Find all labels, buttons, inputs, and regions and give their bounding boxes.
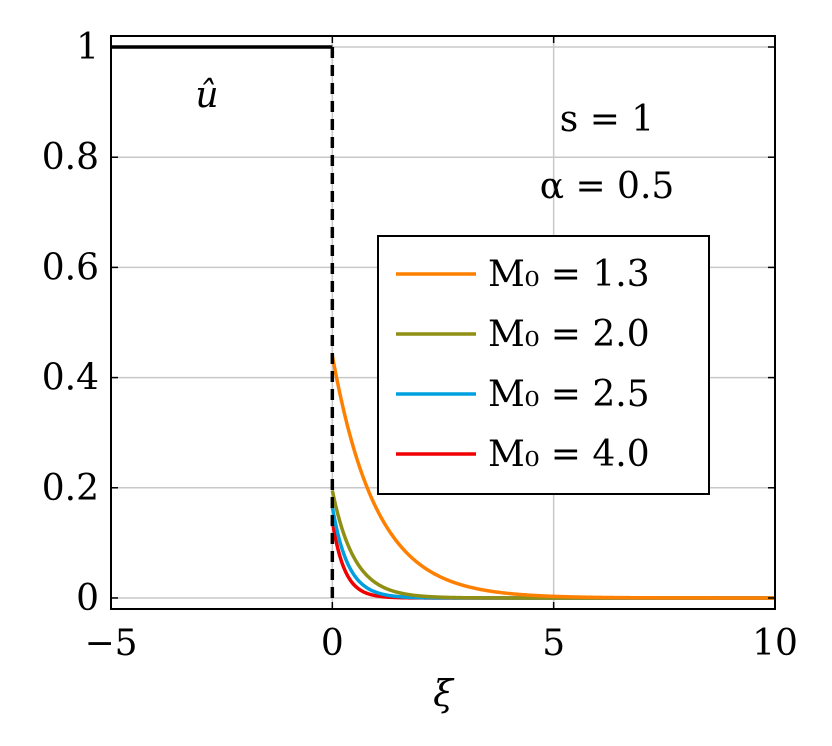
- legend-box: [377, 235, 710, 495]
- y-tick-label: 0: [76, 578, 99, 619]
- x-axis-label: ξ: [433, 674, 455, 715]
- legend-label: M₀ = 1.3: [488, 254, 650, 295]
- y-tick-label: 0.2: [42, 468, 99, 509]
- reference-layer: [111, 45, 335, 598]
- legend: M₀ = 1.3 M₀ = 2.0 M₀ = 2.5 M₀ = 4.0: [377, 235, 710, 495]
- legend-label: M₀ = 2.0: [488, 314, 650, 355]
- y-tick-label: 0.8: [42, 137, 99, 178]
- plot-frame: [110, 35, 776, 610]
- x-tick-label: 5: [542, 623, 565, 664]
- annotation-u-hat: û: [195, 75, 218, 116]
- y-tick-label: 1: [76, 27, 99, 68]
- series-layer: [330, 355, 775, 600]
- y-tick-label: 0.4: [42, 358, 99, 399]
- x-tick-label: −5: [84, 623, 137, 664]
- x-tick-label: 10: [752, 623, 798, 664]
- legend-label: M₀ = 2.5: [488, 374, 650, 415]
- legend-items: M₀ = 1.3 M₀ = 2.0 M₀ = 2.5 M₀ = 4.0: [396, 254, 650, 475]
- ticks: [110, 36, 776, 609]
- x-tick-label: 0: [321, 623, 344, 664]
- legend-label: M₀ = 4.0: [488, 434, 650, 475]
- annotation-alpha: α = 0.5: [540, 166, 675, 207]
- series-line: [330, 355, 775, 600]
- annotation-s: s = 1: [560, 99, 654, 140]
- y-tick-label: 0.6: [42, 247, 99, 288]
